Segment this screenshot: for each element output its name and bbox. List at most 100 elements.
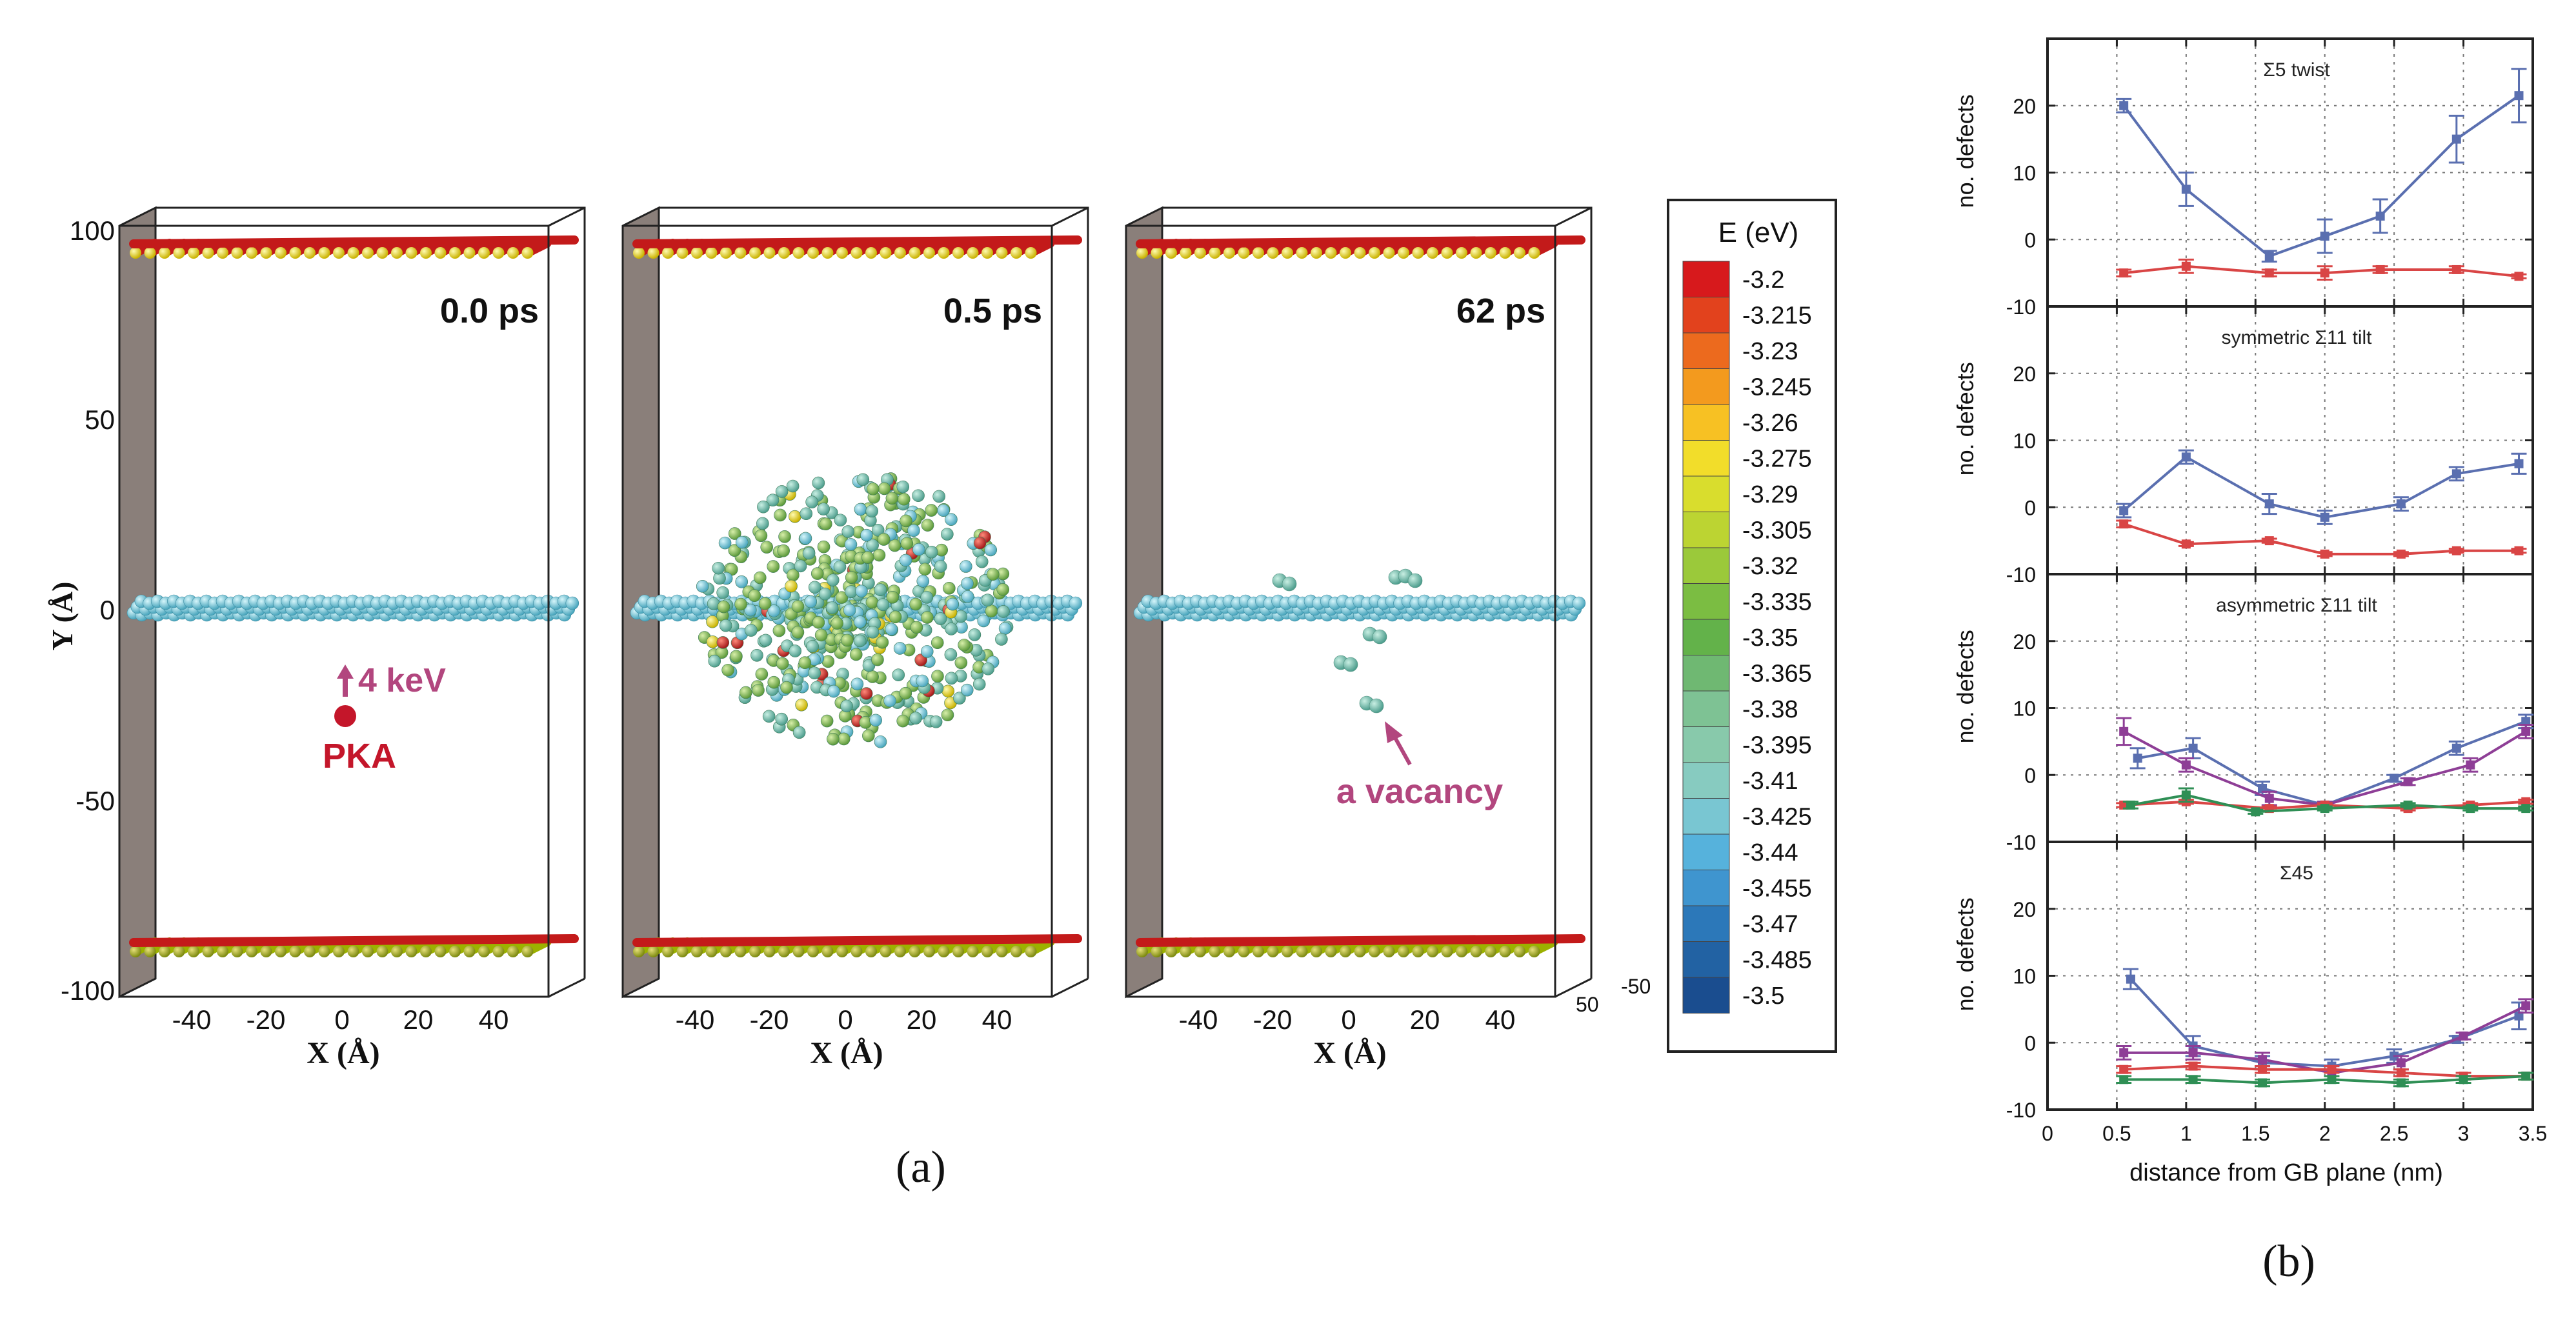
atom xyxy=(1407,573,1423,588)
atom xyxy=(1412,946,1424,957)
x-axis-label: X (Å) xyxy=(307,1036,379,1070)
x-tick-label: 1 xyxy=(2180,1122,2192,1145)
colorbar-level-label: -3.485 xyxy=(1742,946,1812,974)
y-tick-label: -10 xyxy=(2006,831,2036,854)
atom xyxy=(812,476,825,490)
atom xyxy=(159,946,170,957)
atom xyxy=(1528,247,1540,259)
atom xyxy=(952,247,964,259)
y-tick-label: 10 xyxy=(2013,697,2036,721)
atom xyxy=(795,698,808,712)
colorbar-swatch xyxy=(1682,547,1730,584)
atom xyxy=(860,528,873,542)
atom xyxy=(647,247,659,259)
data-point xyxy=(2119,1075,2129,1084)
data-point xyxy=(2403,800,2413,810)
x-tick-label: 40 xyxy=(1485,1004,1516,1035)
atom xyxy=(807,247,819,259)
atom xyxy=(918,563,932,576)
atom xyxy=(799,532,812,545)
atom xyxy=(1427,247,1438,259)
atom xyxy=(1528,946,1540,957)
atom xyxy=(821,946,834,957)
atom xyxy=(807,946,819,957)
atom xyxy=(820,714,834,728)
data-point xyxy=(2119,800,2129,810)
atom xyxy=(1267,247,1279,259)
atom xyxy=(1398,247,1409,259)
atom xyxy=(756,517,769,530)
atom xyxy=(808,581,821,594)
atom xyxy=(463,946,476,957)
atom xyxy=(841,525,854,538)
data-point xyxy=(2181,760,2191,770)
atom xyxy=(766,494,780,506)
atom xyxy=(938,247,950,259)
atom xyxy=(896,714,910,728)
atom xyxy=(909,946,921,957)
data-point xyxy=(2188,1061,2198,1071)
colorbar-level-label: -3.23 xyxy=(1742,338,1798,365)
atom xyxy=(856,473,870,486)
data-point xyxy=(2188,1075,2198,1084)
atom xyxy=(1194,946,1206,957)
colorbar: E (eV) -3.2-3.215-3.23-3.245-3.26-3.275-… xyxy=(1667,199,1837,1053)
colorbar-level-label: -3.41 xyxy=(1742,768,1798,795)
box-frame-edge xyxy=(1555,206,1592,227)
atom xyxy=(853,634,867,648)
atom xyxy=(789,510,801,523)
atom xyxy=(981,594,994,607)
b-x-tick-labels: 0 0.5 1 1.5 2 2.5 3 3.5 xyxy=(2042,1122,2547,1145)
atom xyxy=(720,247,732,259)
atom xyxy=(854,503,867,516)
atom xyxy=(777,544,790,557)
colorbar-swatch xyxy=(1682,941,1730,978)
atom xyxy=(960,683,974,697)
y-axis-label: Y (Å) xyxy=(46,582,79,651)
x-tick-label: 40 xyxy=(982,1004,1012,1035)
data-point xyxy=(2264,794,2274,803)
y-tick-label: -10 xyxy=(2006,295,2036,319)
atom xyxy=(869,714,882,727)
atom xyxy=(1514,247,1525,259)
colorbar-swatch xyxy=(1682,297,1730,334)
atom xyxy=(785,579,798,593)
x-tick-label: 0 xyxy=(334,1004,349,1035)
vacancy-arrow-head xyxy=(1385,721,1403,743)
atom xyxy=(996,583,1010,596)
atom xyxy=(1340,946,1351,957)
atom-plane xyxy=(129,235,579,259)
x-tick-label: 2.5 xyxy=(2380,1122,2408,1145)
atom xyxy=(289,247,301,259)
atom xyxy=(1011,247,1022,259)
atom xyxy=(405,946,418,957)
atom xyxy=(662,247,674,259)
atom xyxy=(748,589,761,603)
data-point xyxy=(2320,232,2329,241)
atom xyxy=(894,946,906,957)
atom xyxy=(975,555,989,568)
atom xyxy=(1456,247,1467,259)
vacancy-annotation: a vacancy xyxy=(1336,721,1503,811)
colorbar-level-label: -3.245 xyxy=(1742,374,1812,401)
defect-plot: 20 10 0 -10 no. defects asymmetric Σ11 tilt xyxy=(1952,573,2534,854)
atom xyxy=(805,495,818,508)
atom xyxy=(1180,946,1192,957)
atom xyxy=(1025,946,1037,957)
y-axis-label: no. defects xyxy=(1952,94,1978,208)
atom xyxy=(907,524,920,537)
data-point xyxy=(2181,261,2191,271)
colorbar-swatch xyxy=(1682,404,1730,441)
atom xyxy=(754,529,768,543)
atom xyxy=(929,715,943,728)
atom xyxy=(789,644,802,657)
atom-row xyxy=(1136,235,1585,248)
atom xyxy=(878,482,891,495)
pka-energy-label: 4 keV xyxy=(358,662,446,699)
atom-plane-middle xyxy=(126,594,579,622)
atom xyxy=(749,247,761,259)
atom xyxy=(772,624,786,637)
figure-label-a: (a) xyxy=(896,1143,946,1192)
atom xyxy=(841,634,854,647)
atom xyxy=(886,590,900,604)
